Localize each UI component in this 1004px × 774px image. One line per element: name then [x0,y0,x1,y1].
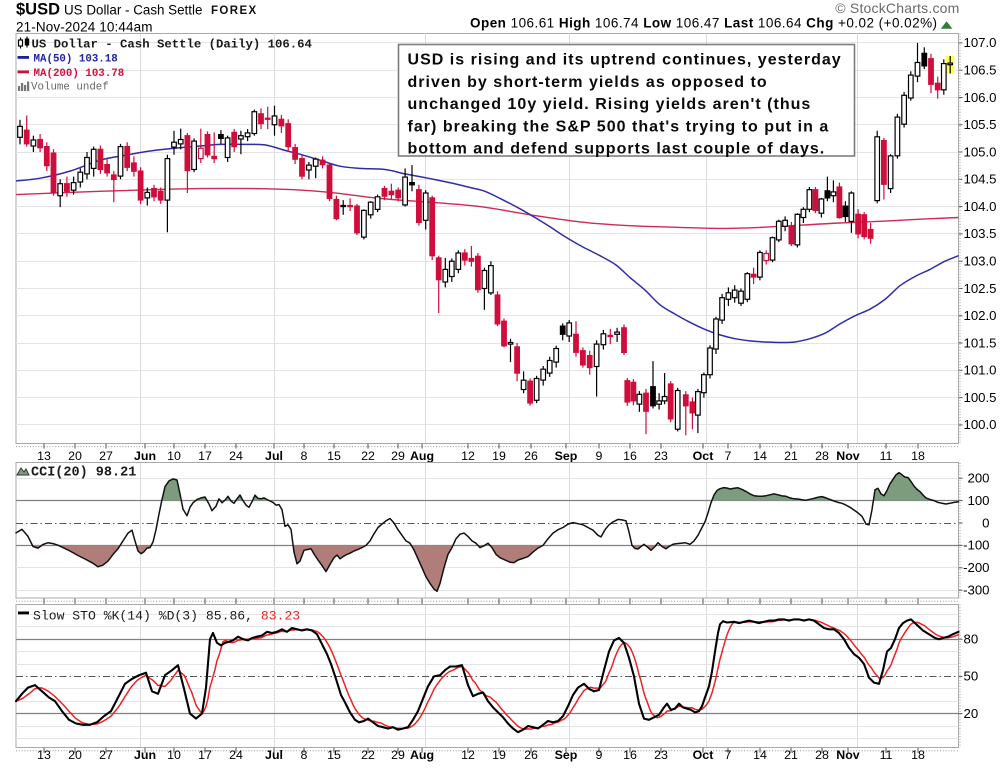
svg-text:13: 13 [37,449,51,463]
svg-text:Volume undef: Volume undef [31,81,109,93]
svg-text:23: 23 [654,748,668,762]
svg-text:MA(200) 103.78: MA(200) 103.78 [34,68,125,80]
svg-text:-200: -200 [963,560,989,575]
svg-text:100.0: 100.0 [964,417,997,432]
svg-text:102.5: 102.5 [964,281,997,296]
svg-text:15: 15 [327,748,341,762]
svg-text:17: 17 [198,449,212,463]
svg-text:27: 27 [99,449,113,463]
svg-text:7: 7 [725,449,732,463]
svg-text:Open 106.61 High 106.74 Low 10: Open 106.61 High 106.74 Low 106.47 Last … [470,15,937,30]
svg-text:Oct: Oct [693,748,714,762]
svg-text:20: 20 [68,748,82,762]
svg-text:8: 8 [301,449,308,463]
svg-text:Sep: Sep [555,449,578,463]
svg-text:far) breaking the S&P 500 that: far) breaking the S&P 500 that's trying … [408,118,830,135]
svg-text:106.5: 106.5 [964,63,997,78]
svg-text:12: 12 [461,748,475,762]
svg-text:16: 16 [623,748,637,762]
svg-text:bottom and defend supports las: bottom and defend supports last couple o… [408,141,826,158]
svg-text:104.0: 104.0 [964,199,997,214]
svg-text:Jun: Jun [134,449,156,463]
svg-text:22: 22 [361,748,375,762]
svg-text:Jul: Jul [265,449,283,463]
svg-text:9: 9 [596,748,603,762]
svg-text:unchanged 10y yield. Rising yi: unchanged 10y yield. Rising yields aren'… [408,96,812,113]
svg-text:21: 21 [784,449,798,463]
svg-text:USD is rising and its uptrend: USD is rising and its uptrend continues,… [408,52,842,69]
svg-text:Jun: Jun [134,748,156,762]
svg-text:20: 20 [68,449,82,463]
svg-text:101.5: 101.5 [964,335,997,350]
svg-text:Nov: Nov [836,449,860,463]
svg-text:US Dollar - Cash Settle (Daily: US Dollar - Cash Settle (Daily) 106.64 [32,37,313,51]
svg-text:Aug: Aug [410,748,434,762]
svg-text:105.5: 105.5 [964,117,997,132]
svg-text:102.0: 102.0 [964,308,997,323]
svg-text:Aug: Aug [410,449,434,463]
svg-text:Nov: Nov [836,748,860,762]
svg-text:14: 14 [753,449,767,463]
svg-text:104.5: 104.5 [964,172,997,187]
svg-text:20: 20 [964,706,979,721]
svg-text:14: 14 [753,748,767,762]
svg-text:12: 12 [461,449,475,463]
svg-text:29: 29 [391,748,405,762]
svg-text:105.0: 105.0 [964,144,997,159]
svg-text:28: 28 [815,449,829,463]
svg-text:FOREX: FOREX [211,5,258,17]
svg-text:© StockCharts.com: © StockCharts.com [835,0,959,16]
svg-text:Slow STO %K(14) %D(3) 85.86, 8: Slow STO %K(14) %D(3) 85.86, 83.23 [33,608,300,623]
svg-text:8: 8 [301,748,308,762]
svg-text:107.0: 107.0 [964,35,997,50]
svg-text:18: 18 [911,748,925,762]
svg-text:50: 50 [964,669,979,684]
svg-text:13: 13 [37,748,51,762]
svg-text:10: 10 [167,748,181,762]
svg-text:driven by short-term yields as: driven by short-term yields as opposed t… [408,74,768,91]
svg-text:18: 18 [911,449,925,463]
svg-text:-100: -100 [963,538,989,553]
svg-text:100.5: 100.5 [964,390,997,405]
svg-text:103.5: 103.5 [964,226,997,241]
svg-text:21-Nov-2024 10:44am: 21-Nov-2024 10:44am [16,19,153,34]
svg-text:7: 7 [725,748,732,762]
svg-text:9: 9 [596,449,603,463]
svg-text:29: 29 [391,449,405,463]
svg-text:80: 80 [964,632,979,647]
svg-text:24: 24 [229,449,243,463]
svg-text:Oct: Oct [693,449,714,463]
svg-text:0: 0 [982,515,989,530]
svg-text:15: 15 [327,449,341,463]
svg-text:28: 28 [815,748,829,762]
svg-text:100: 100 [967,493,989,508]
svg-text:200: 200 [967,471,989,486]
svg-text:19: 19 [492,449,506,463]
svg-text:26: 26 [524,748,538,762]
svg-text:22: 22 [361,449,375,463]
svg-text:24: 24 [229,748,243,762]
svg-text:17: 17 [198,748,212,762]
svg-text:$USD: $USD [16,1,60,19]
svg-text:11: 11 [880,449,893,463]
svg-text:CCI(20) 98.21: CCI(20) 98.21 [31,466,136,481]
svg-text:MA(50) 103.18: MA(50) 103.18 [34,54,118,66]
svg-text:US Dollar - Cash Settle: US Dollar - Cash Settle [64,3,202,18]
svg-text:106.0: 106.0 [964,90,997,105]
svg-text:16: 16 [623,449,637,463]
svg-text:27: 27 [99,748,113,762]
svg-text:101.0: 101.0 [964,363,997,378]
svg-text:10: 10 [167,449,181,463]
svg-text:103.0: 103.0 [964,254,997,269]
svg-text:19: 19 [492,748,506,762]
svg-text:Sep: Sep [555,748,578,762]
svg-text:Jul: Jul [265,748,283,762]
svg-text:23: 23 [654,449,668,463]
svg-text:11: 11 [880,748,893,762]
svg-text:-300: -300 [963,583,989,598]
svg-text:21: 21 [784,748,798,762]
svg-text:26: 26 [524,449,538,463]
